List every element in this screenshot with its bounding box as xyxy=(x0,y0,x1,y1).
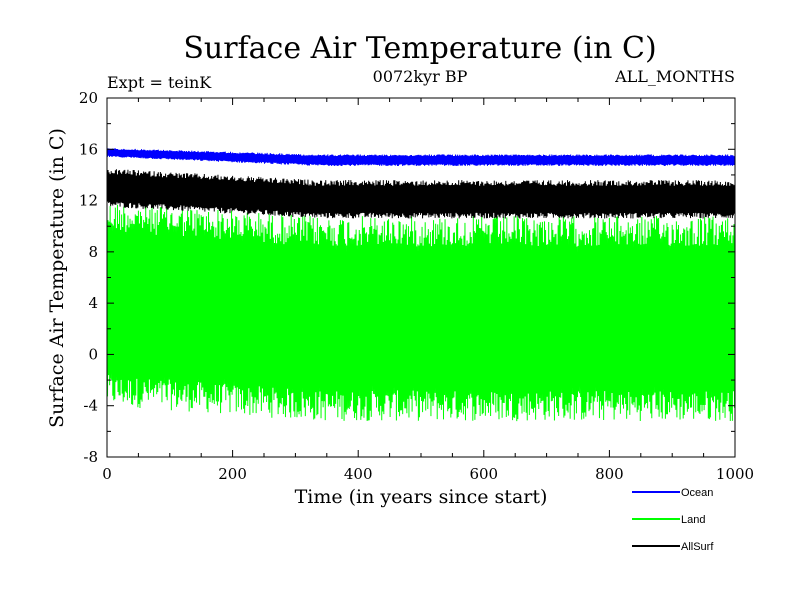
chart-title: Surface Air Temperature (in C) xyxy=(183,31,656,66)
legend-label-ocean: Ocean xyxy=(681,487,713,499)
y-tick-label: -8 xyxy=(83,448,98,466)
series-line-ocean xyxy=(106,148,736,166)
series-line-allsurf xyxy=(106,168,736,219)
experiment-label: Expt = teinK xyxy=(107,73,212,92)
x-tick-label: 200 xyxy=(218,465,247,483)
y-tick-label: 12 xyxy=(79,192,98,210)
y-tick-label: 4 xyxy=(88,294,98,312)
y-tick-label: 8 xyxy=(88,243,98,261)
x-tick-label: 0 xyxy=(102,465,112,483)
chart-subtitle: 0072kyr BP xyxy=(373,67,468,86)
legend: Ocean Land AllSurf xyxy=(632,487,714,553)
x-tick-label: 1000 xyxy=(716,465,754,483)
x-axis-label: Time (in years since start) xyxy=(295,486,548,508)
y-tick-label: 16 xyxy=(79,140,98,158)
y-tick-label: -4 xyxy=(83,397,98,415)
x-tick-label: 400 xyxy=(344,465,373,483)
y-axis-label: Surface Air Temperature (in C) xyxy=(46,128,68,428)
y-tick-label: 0 xyxy=(88,345,98,363)
x-tick-label: 600 xyxy=(469,465,498,483)
y-tick-label: 20 xyxy=(79,89,98,107)
tick-layer: 0 200 400 600 800 1000 -8 -4 0 4 8 12 16 20 xyxy=(79,89,754,483)
legend-label-land: Land xyxy=(681,514,705,526)
series-layer xyxy=(106,148,736,422)
legend-label-allsurf: AllSurf xyxy=(681,541,714,553)
series-line-land xyxy=(106,204,736,422)
x-tick-label: 800 xyxy=(595,465,624,483)
months-label: ALL_MONTHS xyxy=(614,67,735,86)
